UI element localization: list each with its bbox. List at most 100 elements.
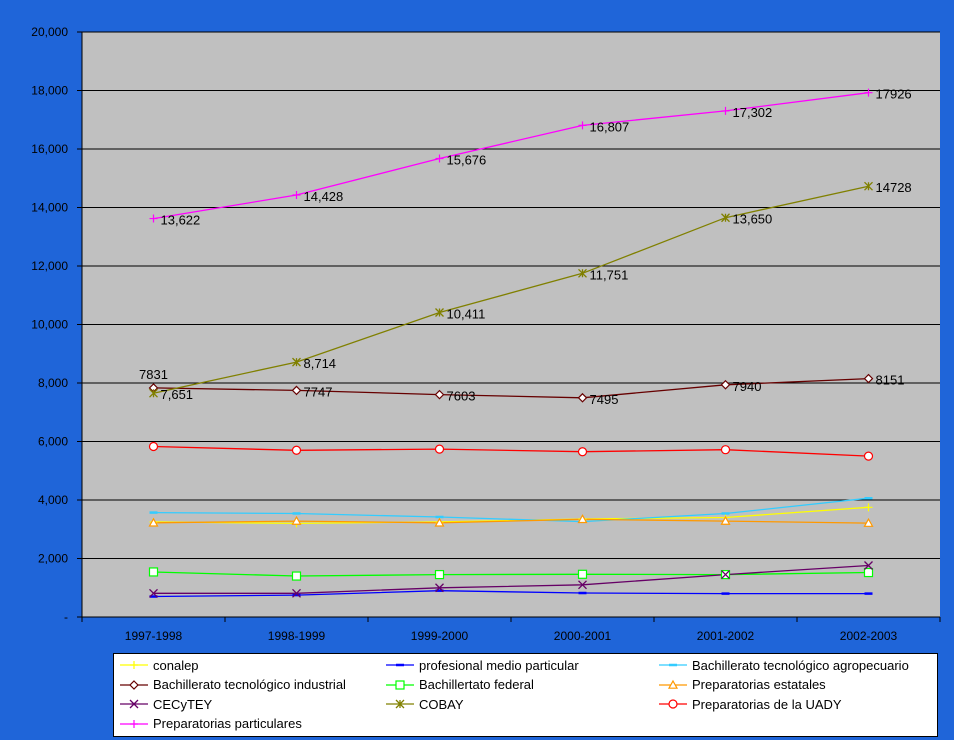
data-point xyxy=(720,445,731,455)
series-line xyxy=(153,185,869,394)
legend-swatch-marker xyxy=(130,661,138,669)
legend-swatch xyxy=(659,699,687,709)
data-label: 17926 xyxy=(876,87,912,102)
data-label: 7603 xyxy=(447,389,476,404)
data-point xyxy=(149,588,158,598)
legend-label: Bachillerato tecnológico agropecuario xyxy=(692,657,909,673)
data-point xyxy=(863,451,874,461)
data-point xyxy=(434,517,445,527)
data-point xyxy=(864,181,873,191)
data-point xyxy=(863,567,874,578)
data-point xyxy=(435,583,444,593)
data-point xyxy=(434,569,445,580)
data-label: 7495 xyxy=(590,392,619,407)
data-label: 13,650 xyxy=(733,212,773,227)
data-label: 16,807 xyxy=(590,119,630,134)
data-point xyxy=(149,388,158,398)
data-point xyxy=(721,570,730,580)
data-point xyxy=(435,308,444,317)
data-label: 7747 xyxy=(304,384,333,399)
data-label: 7,651 xyxy=(161,387,194,402)
legend-label: conalep xyxy=(153,657,199,673)
axes: - 2,000 4,000 6,000 8,000 10,000 12,000 14,000 1… xyxy=(31,25,941,643)
y-tick-label: 18,000 xyxy=(31,84,68,98)
legend-item: CECyTEY xyxy=(120,695,212,713)
data-point xyxy=(435,154,444,163)
data-point xyxy=(148,517,159,527)
legend-item: profesional medio particular xyxy=(386,656,579,674)
legend-item: conalep xyxy=(120,656,199,674)
data-point xyxy=(720,515,731,525)
data-point xyxy=(577,569,588,579)
legend-label: Preparatorias de la UADY xyxy=(692,696,842,712)
legend-item: COBAY xyxy=(386,695,464,713)
data-point xyxy=(863,373,874,384)
y-tick-label: 4,000 xyxy=(38,493,68,507)
data-point xyxy=(291,515,302,525)
data-point xyxy=(577,392,588,403)
data-point xyxy=(578,580,587,590)
legend-swatch-marker xyxy=(395,699,405,709)
legend-swatch xyxy=(659,663,687,667)
x-tick-label: 1999-2000 xyxy=(411,629,469,643)
legend-swatch xyxy=(120,661,148,669)
legend-swatch xyxy=(386,699,414,709)
data-point xyxy=(864,503,873,512)
legend-item: Preparatorias de la UADY xyxy=(659,695,842,713)
data-label: 10,411 xyxy=(447,306,486,321)
data-point xyxy=(292,588,301,598)
data-label: 14,428 xyxy=(304,189,344,204)
legend-item: Preparatorias estatales xyxy=(659,676,826,694)
legend-label: Bachillertato federal xyxy=(419,677,534,692)
legend-swatch xyxy=(120,679,148,690)
data-point xyxy=(720,379,731,390)
x-tick-label: 1998-1999 xyxy=(268,629,326,643)
x-tick-label: 2002-2003 xyxy=(840,629,898,643)
y-tick-label: 12,000 xyxy=(31,259,68,273)
series-line xyxy=(153,571,869,577)
data-point xyxy=(434,389,445,400)
data-point xyxy=(434,444,445,454)
series-markers xyxy=(148,88,874,598)
legend-swatch xyxy=(386,663,414,667)
data-label: 8151 xyxy=(876,373,905,388)
series-line xyxy=(153,377,869,399)
data-point xyxy=(292,190,301,199)
y-tick-label: 6,000 xyxy=(38,435,68,449)
series-line xyxy=(153,564,869,594)
y-tick-label: 16,000 xyxy=(31,142,68,156)
data-label: 17,302 xyxy=(733,105,773,120)
legend-swatch-marker xyxy=(129,699,139,709)
series-line xyxy=(153,518,869,524)
legend-item: Preparatorias particulares xyxy=(120,715,302,733)
legend-label: COBAY xyxy=(419,696,464,712)
data-point xyxy=(291,571,302,581)
data-label: 15,676 xyxy=(447,152,487,167)
legend-swatch-marker xyxy=(667,679,679,689)
legend-label: Preparatorias particulares xyxy=(153,716,302,731)
y-tick-label: - xyxy=(64,610,68,624)
data-point xyxy=(864,88,873,97)
legend-swatch xyxy=(120,719,148,728)
series-line xyxy=(153,590,869,598)
x-tick-label: 2000-2001 xyxy=(554,629,612,643)
data-label: 7831 xyxy=(139,367,168,382)
y-tick-label: 2,000 xyxy=(38,552,68,566)
legend-swatch-marker xyxy=(395,679,405,690)
data-point xyxy=(291,445,302,455)
x-tick-label: 2001-2002 xyxy=(697,629,755,643)
legend-swatch-marker xyxy=(668,699,678,709)
data-point xyxy=(578,121,587,130)
data-label: 13,622 xyxy=(161,213,201,228)
legend-label: profesional medio particular xyxy=(419,657,579,673)
data-point xyxy=(864,561,873,570)
series-lines xyxy=(153,92,869,598)
data-point xyxy=(291,385,302,396)
legend-swatch-marker xyxy=(130,719,138,728)
data-labels: 7831 7747 7603 7495 7940 8151 7,651 8,714 10,411… xyxy=(139,87,912,407)
legend-item: Bachillerato tecnológico industrial xyxy=(120,676,346,694)
legend-swatch xyxy=(120,699,148,709)
legend-swatch xyxy=(386,679,414,690)
legend-item: Bachillertato federal xyxy=(386,676,534,694)
